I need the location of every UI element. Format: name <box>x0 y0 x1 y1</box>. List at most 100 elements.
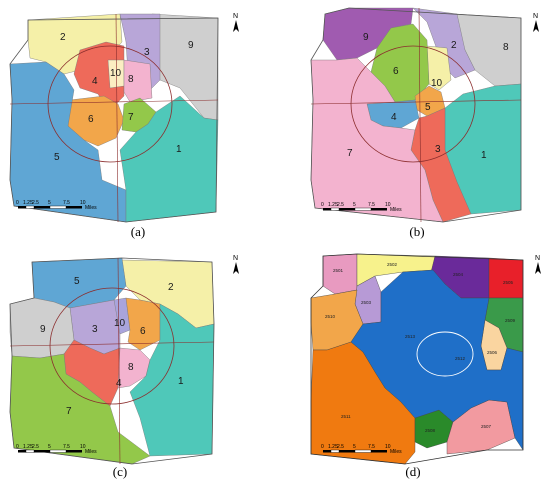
zone-a-label-10: 10 <box>110 68 122 79</box>
zone-b-label-5: 5 <box>425 102 431 113</box>
zone-c-1 <box>129 303 215 457</box>
map-d-regions <box>310 253 524 465</box>
zone-a-label-7: 7 <box>128 112 134 123</box>
region-label-2512: 2512 <box>455 356 466 361</box>
caption-b: (b) <box>409 224 425 239</box>
region-label-2506: 2506 <box>487 350 498 355</box>
svg-text:2.5: 2.5 <box>337 202 344 208</box>
caption-a: (a) <box>130 224 146 239</box>
region-label-2509: 2509 <box>505 318 516 323</box>
svg-text:0: 0 <box>16 200 19 206</box>
map-b-labels: 9 2 8 6 10 5 4 7 3 1 <box>347 32 509 161</box>
svg-text:N: N <box>233 255 238 262</box>
svg-text:2.5: 2.5 <box>337 444 344 450</box>
zone-a-label-1: 1 <box>176 144 182 155</box>
region-label-2507: 2507 <box>481 424 492 429</box>
zone-c-label-6: 6 <box>140 326 146 337</box>
svg-text:Miles: Miles <box>390 207 402 213</box>
zone-a-label-9: 9 <box>188 40 194 51</box>
svg-text:0: 0 <box>321 202 324 208</box>
region-2513 <box>350 269 524 451</box>
map-panel-c: 5 2 10 3 6 9 8 4 1 7 N 0 1.25 2.5 5 7.5 … <box>0 242 275 483</box>
svg-text:5: 5 <box>48 444 51 450</box>
zone-b-label-10: 10 <box>431 78 443 89</box>
svg-text:1.25: 1.25 <box>23 200 33 206</box>
svg-text:10: 10 <box>385 444 391 450</box>
svg-text:Miles: Miles <box>390 449 402 455</box>
svg-text:N: N <box>535 255 540 262</box>
svg-text:10: 10 <box>385 202 391 208</box>
svg-text:10: 10 <box>80 200 86 206</box>
svg-text:Miles: Miles <box>85 205 97 211</box>
zone-c-label-9: 9 <box>40 324 46 335</box>
zone-a-label-4: 4 <box>92 76 98 87</box>
zone-c-label-7: 7 <box>66 406 72 417</box>
region-2505 <box>488 257 524 299</box>
scale-bar-c: 0 1.25 2.5 5 7.5 10 Miles <box>16 444 97 455</box>
zone-c-label-1: 1 <box>178 376 184 387</box>
north-arrow-icon: N <box>535 255 541 274</box>
region-label-2504: 2504 <box>453 272 464 277</box>
north-arrow-icon: N <box>233 13 239 32</box>
svg-text:Miles: Miles <box>85 449 97 455</box>
zone-b-label-3: 3 <box>435 144 441 155</box>
svg-text:2.5: 2.5 <box>32 200 39 206</box>
svg-text:7.5: 7.5 <box>63 200 70 206</box>
svg-text:N: N <box>233 13 238 20</box>
region-label-2502: 2502 <box>387 262 398 267</box>
svg-text:0: 0 <box>16 444 19 450</box>
svg-text:1.25: 1.25 <box>328 444 338 450</box>
zone-a-label-5: 5 <box>54 152 60 163</box>
svg-text:7.5: 7.5 <box>63 444 70 450</box>
svg-text:0: 0 <box>321 444 324 450</box>
svg-text:2.5: 2.5 <box>32 444 39 450</box>
north-arrow-icon: N <box>233 255 239 274</box>
svg-text:7.5: 7.5 <box>368 444 375 450</box>
zone-a-label-8: 8 <box>128 74 134 85</box>
svg-text:N: N <box>533 13 538 20</box>
svg-text:5: 5 <box>48 200 51 206</box>
svg-text:1.25: 1.25 <box>328 202 338 208</box>
map-a-zones <box>9 13 219 223</box>
zone-b-label-4: 4 <box>391 112 397 123</box>
region-label-2508: 2508 <box>425 428 436 433</box>
zone-c-label-5: 5 <box>74 276 80 287</box>
zone-c-6 <box>125 297 161 351</box>
map-c-labels: 5 2 10 3 6 9 8 4 1 7 <box>40 276 184 417</box>
region-label-2501: 2501 <box>333 268 344 273</box>
north-arrow-icon: N <box>533 13 539 32</box>
caption-c: (c) <box>112 464 128 479</box>
svg-text:5: 5 <box>353 444 356 450</box>
scale-bar-a: 0 1.25 2.5 5 7.5 10 Miles <box>16 200 97 211</box>
zone-c-label-8: 8 <box>128 362 134 373</box>
map-c-zones <box>9 257 215 465</box>
svg-text:7.5: 7.5 <box>368 202 375 208</box>
svg-text:5: 5 <box>353 202 356 208</box>
zone-b-label-1: 1 <box>481 150 487 161</box>
region-label-2513: 2513 <box>405 334 416 339</box>
scale-bar-b: 0 1.25 2.5 5 7.5 10 Miles <box>321 202 402 213</box>
zone-c-label-3: 3 <box>92 324 98 335</box>
zone-a-label-6: 6 <box>88 114 94 125</box>
zone-b-label-2: 2 <box>451 40 457 51</box>
map-b-zones <box>310 7 522 223</box>
zone-b-2 <box>412 7 476 79</box>
map-a-labels: 2 3 9 10 4 8 6 7 5 1 <box>54 32 194 163</box>
zone-b-label-7: 7 <box>347 148 353 159</box>
zone-b-label-9: 9 <box>363 32 369 43</box>
region-2501 <box>322 253 358 295</box>
scale-bar-d: 0 1.25 2.5 5 7.5 10 Miles <box>321 444 402 455</box>
zone-b-label-8: 8 <box>503 42 509 53</box>
region-label-2503: 2503 <box>361 300 372 305</box>
region-label-2505: 2505 <box>503 280 514 285</box>
zone-c-label-4: 4 <box>116 378 122 389</box>
zone-c-label-10: 10 <box>114 318 126 329</box>
map-panel-a: 2 3 9 10 4 8 6 7 5 1 N 0 1.25 2.5 5 7.5 … <box>0 0 275 240</box>
map-panel-d: 2501 2502 2504 2505 2503 2510 2509 2506 … <box>275 242 550 483</box>
zone-b-label-6: 6 <box>393 66 399 77</box>
zone-a-label-3: 3 <box>144 47 150 58</box>
svg-text:1.25: 1.25 <box>23 444 33 450</box>
svg-text:10: 10 <box>80 444 86 450</box>
map-d-labels: 2501 2502 2504 2505 2503 2510 2509 2506 … <box>325 262 516 433</box>
region-label-2510: 2510 <box>325 314 336 319</box>
